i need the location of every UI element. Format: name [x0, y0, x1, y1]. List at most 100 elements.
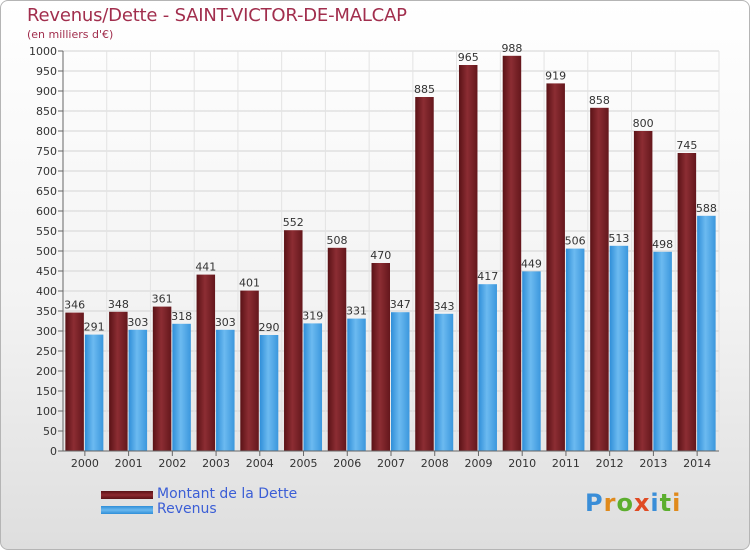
bar-revenus	[565, 248, 585, 451]
value-label-revenus: 331	[346, 305, 367, 318]
x-tick-label: 2003	[202, 457, 230, 470]
bar-dette	[240, 290, 259, 451]
bar-dette	[502, 55, 522, 452]
x-tick-label: 2007	[377, 457, 405, 470]
bar-dette	[458, 65, 478, 451]
x-tick-label: 2005	[290, 457, 318, 470]
bar-revenus	[259, 335, 279, 451]
bar-revenus	[216, 329, 235, 451]
bar-dette	[633, 131, 653, 451]
value-label-revenus: 347	[390, 298, 411, 311]
x-tick-label: 2002	[158, 457, 186, 470]
y-tick-label: 200	[36, 365, 57, 378]
y-tick-label: 250	[36, 345, 57, 358]
value-label-dette: 858	[589, 94, 610, 107]
bar-dette	[65, 312, 84, 451]
bar-revenus	[522, 271, 541, 451]
bar-revenus	[303, 323, 323, 451]
y-tick-label: 100	[36, 405, 57, 418]
logo-letter: i	[650, 489, 660, 517]
bar-dette	[546, 83, 565, 452]
bar-revenus	[84, 334, 104, 451]
bar-dette	[590, 107, 609, 452]
bar-dette	[284, 230, 303, 451]
bar-dette	[196, 274, 216, 451]
y-tick-label: 50	[43, 425, 57, 438]
value-label-revenus: 291	[84, 321, 105, 334]
y-tick-label: 700	[36, 165, 57, 178]
bar-dette	[371, 263, 390, 451]
value-label-dette: 508	[327, 234, 348, 247]
value-label-dette: 885	[414, 83, 435, 96]
value-label-dette: 441	[195, 261, 216, 274]
y-tick-label: 750	[36, 145, 57, 158]
logo-letter: P	[585, 489, 604, 517]
value-label-revenus: 303	[215, 316, 236, 329]
bar-revenus	[434, 313, 454, 451]
value-label-dette: 401	[239, 277, 260, 290]
x-tick-label: 2014	[683, 457, 711, 470]
value-label-dette: 361	[152, 293, 173, 306]
logo-letter: o	[616, 489, 634, 517]
x-tick-label: 2012	[596, 457, 624, 470]
axes: 0 50 100 150 200 250 300 350 400 450 500 550 600 650 7…	[29, 45, 719, 470]
y-tick-label: 550	[36, 225, 57, 238]
y-tick-label: 150	[36, 385, 57, 398]
bar-revenus	[128, 329, 148, 451]
logo-letter: i	[672, 489, 682, 517]
value-label-revenus: 506	[565, 235, 586, 248]
bar-revenus	[172, 323, 191, 451]
value-label-revenus: 513	[608, 232, 629, 245]
x-tick-label: 2013	[639, 457, 667, 470]
value-label-revenus: 319	[302, 309, 323, 322]
x-tick-label: 2009	[464, 457, 492, 470]
x-tick-label: 2010	[508, 457, 536, 470]
y-tick-label: 1000	[29, 45, 57, 58]
legend-swatch-dette	[101, 491, 153, 499]
x-tick-label: 2001	[115, 457, 143, 470]
legend-label-dette: Montant de la Dette	[157, 486, 298, 502]
x-tick-label: 2008	[421, 457, 449, 470]
value-label-dette: 965	[458, 51, 479, 64]
legend-label-revenus: Revenus	[157, 501, 217, 517]
legend-swatch-revenus	[101, 506, 153, 514]
chart-subtitle: (en milliers d'€)	[27, 28, 114, 41]
y-tick-label: 350	[36, 305, 57, 318]
x-tick-label: 2004	[246, 457, 274, 470]
y-tick-label: 650	[36, 185, 57, 198]
chart-title: Revenus/Dette - SAINT-VICTOR-DE-MALCAP	[27, 5, 407, 26]
logo-letter: t	[659, 489, 673, 517]
y-tick-label: 900	[36, 85, 57, 98]
y-tick-label: 0	[50, 445, 57, 458]
bar-dette	[109, 311, 128, 451]
y-tick-label: 500	[36, 245, 57, 258]
y-tick-label: 450	[36, 265, 57, 278]
value-label-dette: 800	[633, 117, 654, 130]
y-tick-label: 800	[36, 125, 57, 138]
value-label-revenus: 290	[259, 321, 280, 334]
value-label-revenus: 318	[171, 310, 192, 323]
y-tick-label: 600	[36, 205, 57, 218]
value-label-revenus: 498	[652, 238, 673, 251]
y-tick-label: 400	[36, 285, 57, 298]
bar-revenus	[478, 284, 497, 451]
x-tick-label: 2006	[333, 457, 361, 470]
value-label-dette: 470	[370, 249, 391, 262]
bar-dette	[327, 247, 347, 451]
value-label-dette: 552	[283, 216, 304, 229]
bar-revenus	[609, 245, 629, 451]
value-label-revenus: 449	[521, 257, 542, 270]
value-label-dette: 988	[501, 42, 522, 55]
proxiti-logo: Proxiti	[585, 489, 681, 517]
x-tick-label: 2000	[71, 457, 99, 470]
y-tick-label: 300	[36, 325, 57, 338]
bar-chart: 0 50 100 150 200 250 300 350 400 450 500 550 600 650 7…	[29, 42, 720, 470]
bar-dette	[415, 97, 434, 451]
value-label-dette: 919	[545, 69, 566, 82]
y-tick-label: 950	[36, 65, 57, 78]
y-tick-label: 850	[36, 105, 57, 118]
value-label-revenus: 303	[127, 316, 148, 329]
bars	[65, 55, 716, 452]
